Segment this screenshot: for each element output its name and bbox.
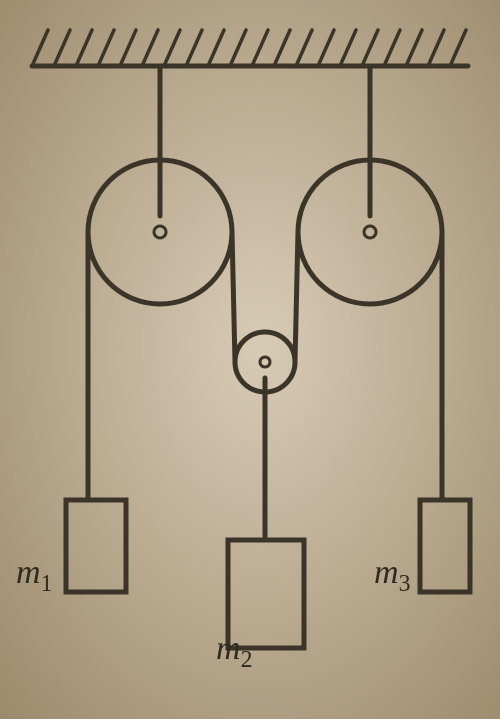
label-m3-sub: 3 — [399, 571, 411, 597]
rope-right-to-movable — [295, 232, 298, 362]
axle-right — [364, 226, 376, 238]
label-m2: m2 — [216, 630, 252, 674]
label-m3-var: m — [374, 554, 399, 591]
label-m1-var: m — [16, 554, 41, 591]
ceiling-hatching — [32, 30, 466, 66]
axle-movable — [260, 357, 270, 367]
label-m2-var: m — [216, 630, 241, 667]
label-m3: m3 — [374, 554, 410, 598]
mass-m1 — [66, 500, 126, 592]
pulley-diagram — [0, 0, 500, 719]
axle-left — [154, 226, 166, 238]
label-m2-sub: 2 — [241, 647, 253, 673]
label-m1-sub: 1 — [41, 571, 53, 597]
label-m1: m1 — [16, 554, 52, 598]
mass-m3 — [420, 500, 470, 592]
rope-left-to-movable — [232, 232, 235, 362]
